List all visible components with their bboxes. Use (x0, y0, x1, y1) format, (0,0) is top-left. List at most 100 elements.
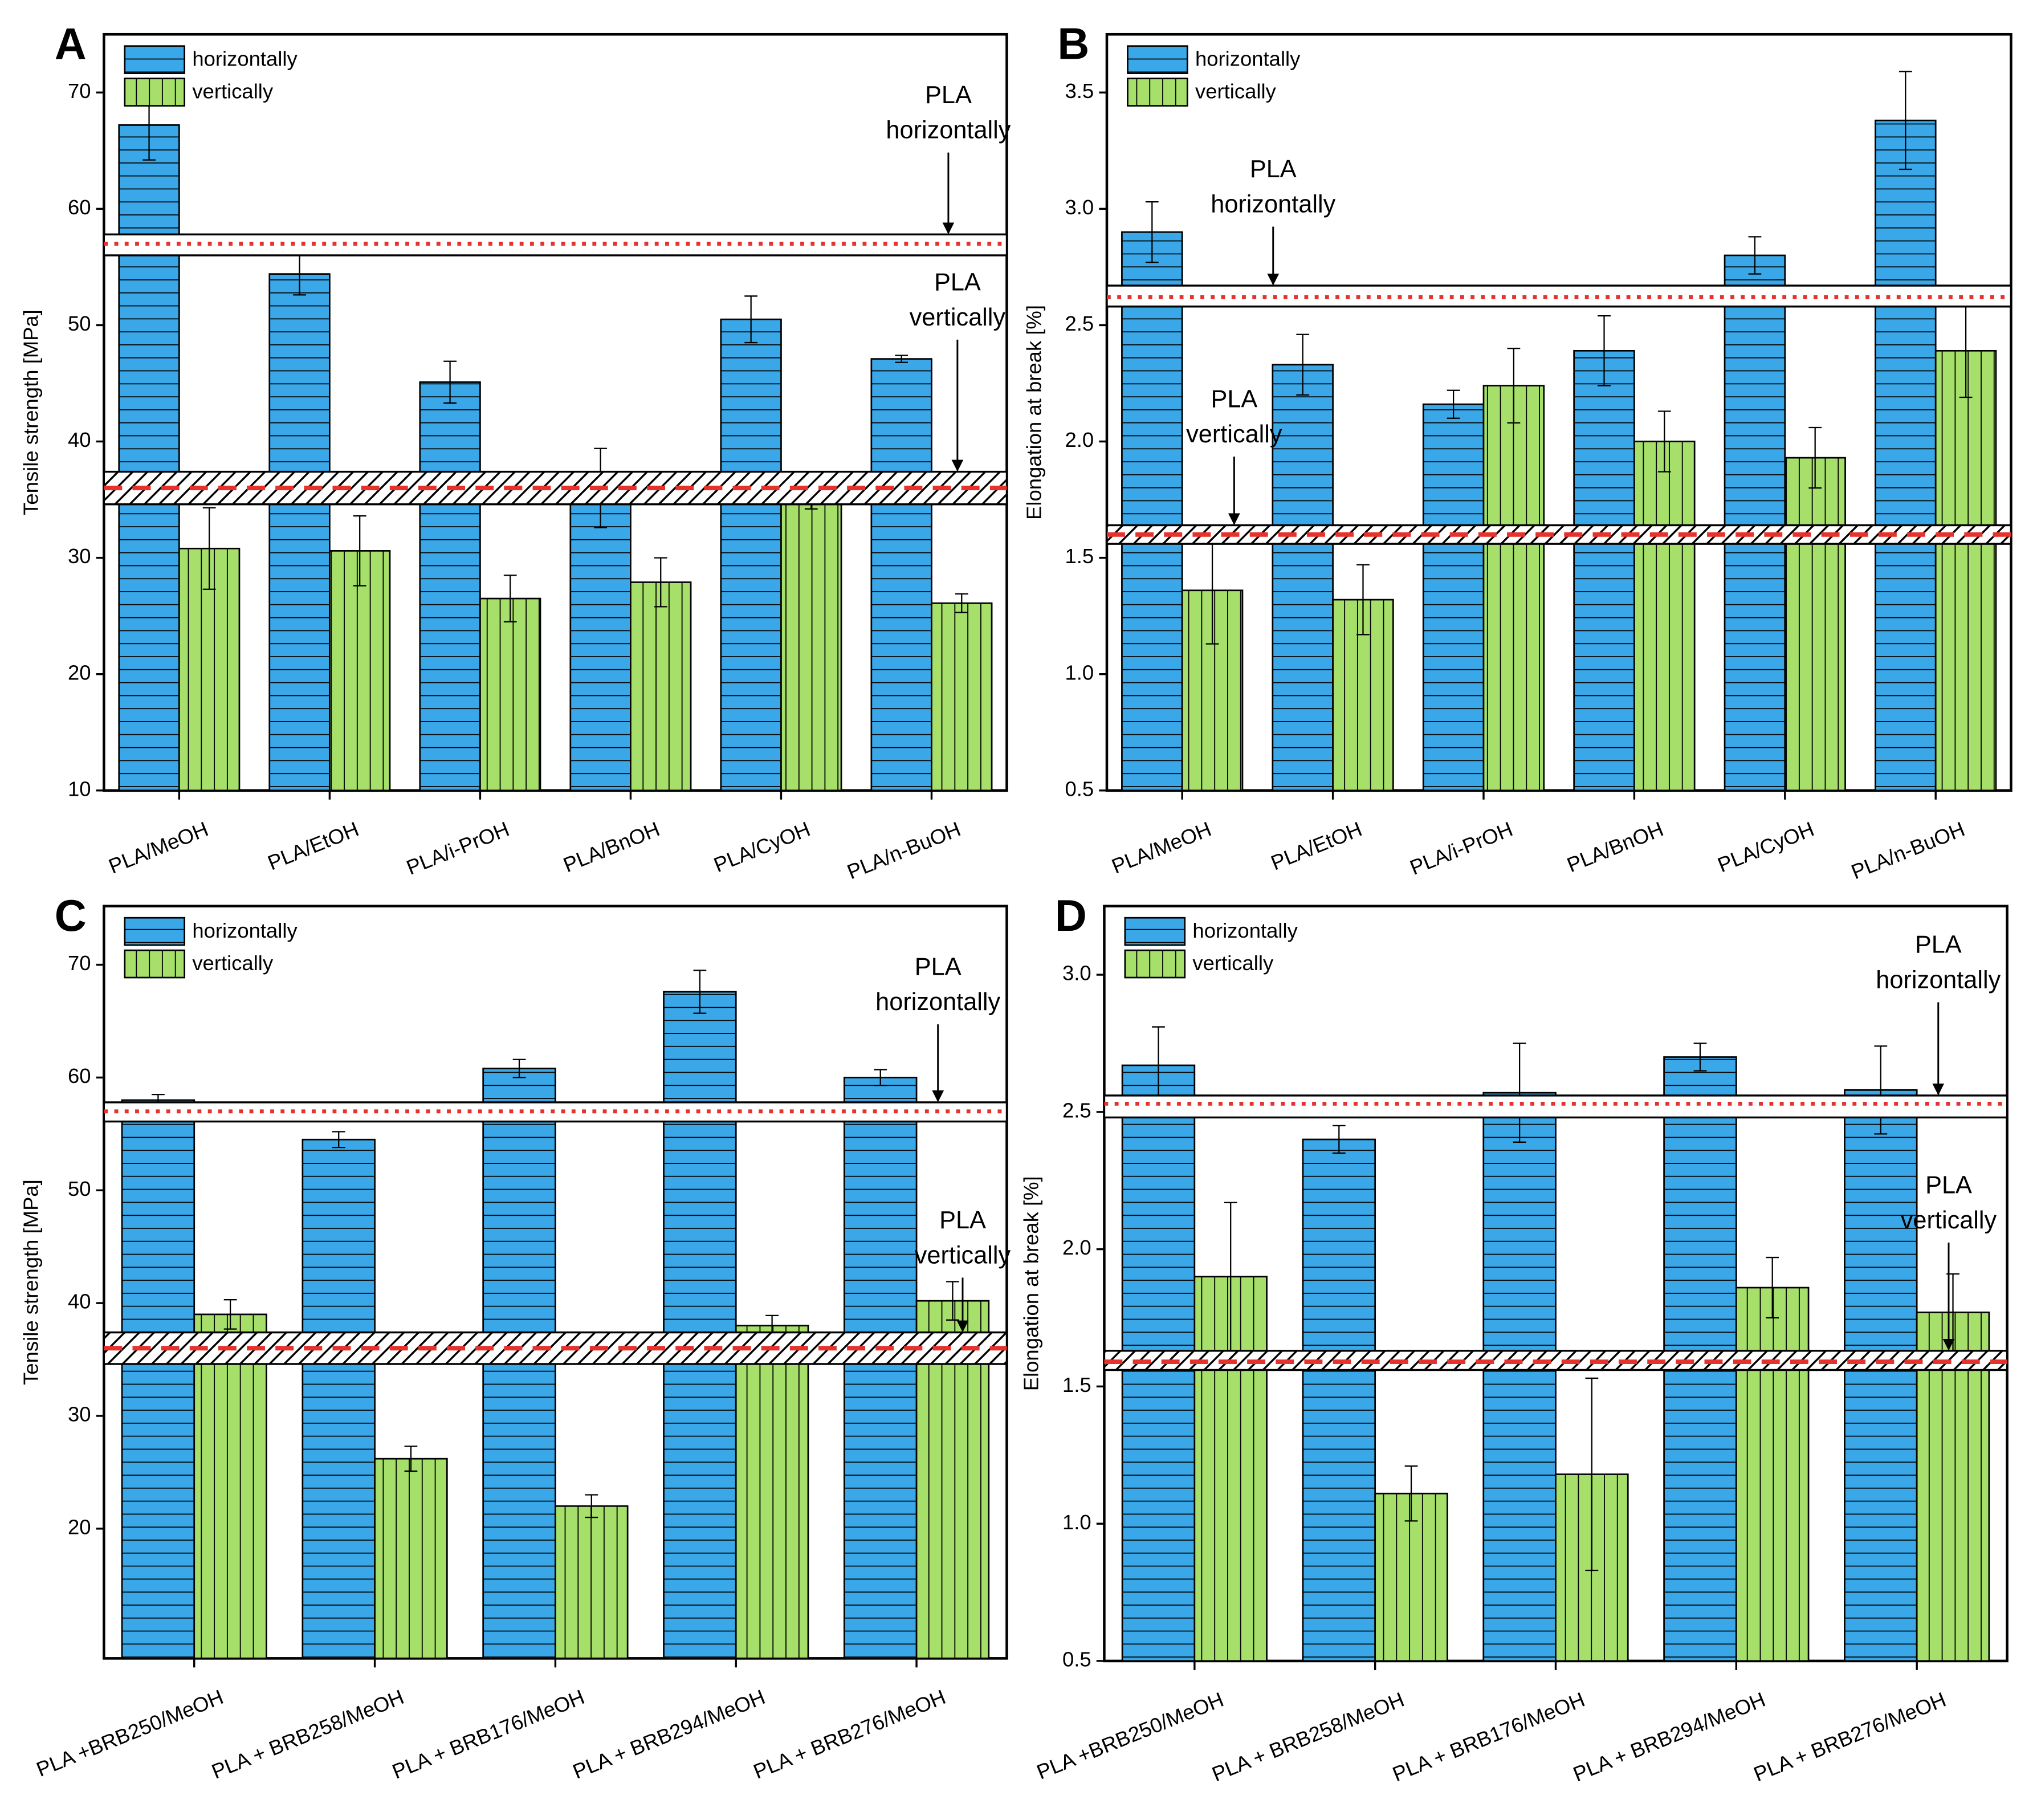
reference-band (103, 470, 1008, 506)
error-bar (1585, 1377, 1599, 1571)
x-tick-label: PLA/CyOH (1714, 817, 1818, 877)
bar (1784, 457, 1846, 792)
y-tick-label: 40 (68, 428, 91, 451)
panel-label: A (55, 19, 87, 68)
bar (1272, 364, 1334, 792)
bar (268, 273, 331, 792)
error-bar (503, 575, 517, 623)
bar (302, 1138, 376, 1659)
bar (118, 124, 180, 792)
reference-label: PLA (934, 268, 981, 296)
y-axis-label: Elongation at break [%] (1020, 1176, 1043, 1391)
reference-label: PLA (915, 954, 962, 981)
error-bar (512, 1058, 526, 1078)
x-tick-label: PLA/CyOH (711, 817, 814, 877)
y-tick-label: 2.0 (1065, 428, 1094, 451)
error-bar (353, 515, 366, 587)
bar (479, 597, 541, 792)
x-tick-label: PLA/EtOH (1268, 817, 1365, 875)
y-tick-label: 2.0 (1062, 1236, 1091, 1259)
bar (419, 381, 481, 792)
panel-label: B (1057, 19, 1089, 68)
reference-band (103, 233, 1008, 256)
y-tick-label: 2.5 (1065, 312, 1094, 335)
bar (329, 550, 391, 792)
x-tick-label: PLA/n-BuOH (844, 817, 964, 884)
legend-swatch (124, 78, 186, 107)
legend-swatch (124, 45, 186, 74)
reference-label: PLA (1211, 385, 1257, 413)
bar (1735, 1286, 1810, 1662)
bar (630, 581, 692, 792)
reference-band (1103, 1094, 2009, 1119)
bar (1302, 1138, 1376, 1662)
bar (843, 1077, 918, 1659)
y-tick-label: 40 (68, 1290, 91, 1313)
error-bar (1513, 1043, 1526, 1143)
y-tick-label: 20 (68, 661, 91, 684)
bar (931, 602, 993, 792)
x-tick-label: PLA/BnOH (560, 817, 663, 877)
y-tick-label: 70 (68, 79, 91, 103)
legend-label: horizontally (192, 47, 298, 70)
x-tick-label: PLA + BRB276/MeOH (750, 1685, 949, 1784)
panel-label: C (55, 891, 87, 940)
error-bar (744, 295, 758, 344)
bar (1724, 254, 1786, 792)
error-bar (654, 557, 667, 608)
x-tick-label: PLA/i-PrOH (403, 817, 512, 880)
reference-band (1106, 284, 2012, 308)
x-tick-label: PLA/i-PrOH (1407, 817, 1516, 880)
legend-swatch (1127, 45, 1188, 74)
legend-label: vertically (192, 79, 274, 103)
legend-label: vertically (1192, 951, 1274, 975)
bar (1422, 403, 1485, 792)
error-bar (1657, 410, 1671, 473)
error-bar (874, 1069, 887, 1086)
reference-label: PLA (1915, 931, 1962, 959)
bar (1121, 231, 1183, 792)
reference-label: PLA (939, 1207, 986, 1234)
bar (121, 1099, 195, 1659)
y-axis-label: Tensile strength [MPa] (19, 1179, 43, 1385)
x-tick-label: PLA + BRB258/MeOH (209, 1685, 408, 1784)
legend-swatch (124, 917, 186, 946)
error-bar (1332, 1125, 1346, 1154)
y-tick-label: 0.5 (1065, 777, 1094, 800)
y-tick-label: 30 (68, 544, 91, 568)
error-bar (404, 1446, 418, 1472)
error-bar (443, 360, 457, 404)
y-tick-label: 1.0 (1062, 1510, 1091, 1534)
legend-label: horizontally (1192, 919, 1298, 942)
reference-label: vertically (910, 304, 1006, 331)
error-bar (693, 970, 707, 1014)
bar (720, 318, 782, 792)
legend-label: vertically (192, 951, 274, 975)
y-axis-label: Elongation at break [%] (1022, 305, 1045, 520)
legend-swatch (124, 949, 186, 979)
bar (1844, 1089, 1918, 1662)
x-tick-label: PLA/MeOH (1109, 817, 1215, 878)
y-tick-label: 10 (68, 777, 91, 800)
x-tick-label: PLA/BnOH (1563, 817, 1667, 877)
bar (1482, 1092, 1557, 1662)
y-tick-label: 50 (68, 312, 91, 335)
bar (780, 493, 842, 792)
reference-label: horizontally (886, 117, 1011, 144)
legend-label: vertically (1195, 79, 1277, 103)
error-bar (1507, 348, 1521, 424)
reference-label: horizontally (1211, 191, 1335, 218)
error-bar (1808, 426, 1822, 489)
reference-label: vertically (915, 1242, 1011, 1269)
error-bar (1899, 71, 1912, 170)
error-bar (585, 1494, 598, 1518)
x-tick-label: PLA + BRB258/MeOH (1209, 1688, 1408, 1786)
error-bar (1766, 1256, 1779, 1319)
error-bar (223, 1299, 237, 1330)
bar (735, 1325, 809, 1659)
reference-band (1106, 524, 2012, 545)
x-tick-label: PLA + BRB294/MeOH (569, 1685, 768, 1784)
reference-label: PLA (1250, 156, 1297, 183)
